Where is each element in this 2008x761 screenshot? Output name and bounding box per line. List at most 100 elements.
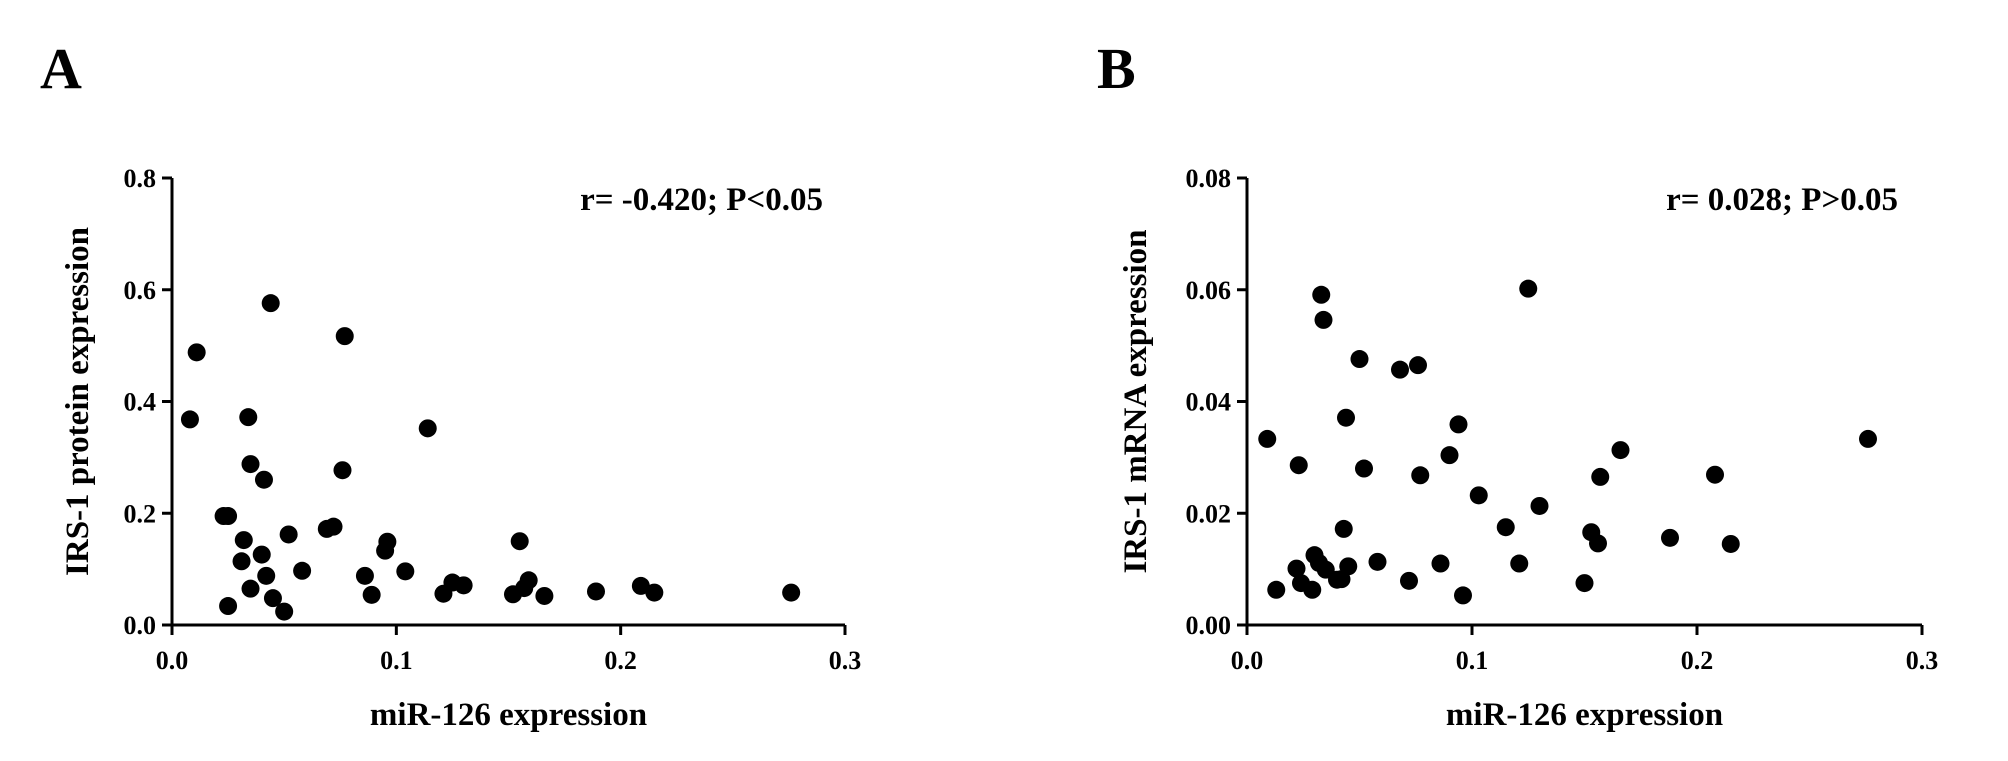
- panel-a-correlation-annotation: r= -0.420; P<0.05: [580, 182, 823, 218]
- data-point: [1591, 467, 1610, 486]
- data-point: [187, 343, 206, 362]
- y-tick-label: 0.0: [124, 611, 157, 640]
- data-point: [396, 562, 415, 581]
- data-point: [535, 586, 554, 605]
- data-point: [261, 294, 280, 313]
- y-tick-label: 0.04: [1186, 388, 1232, 417]
- data-point: [1510, 554, 1529, 573]
- x-tick-label: 0.1: [1456, 646, 1489, 675]
- data-point: [263, 589, 282, 608]
- data-point: [418, 419, 437, 438]
- x-tick-label: 0.2: [1681, 646, 1714, 675]
- data-point: [335, 327, 354, 346]
- data-point: [1312, 285, 1331, 304]
- data-point: [324, 517, 343, 536]
- data-point: [293, 561, 312, 580]
- y-tick-label: 0.8: [124, 164, 157, 193]
- panel-b-y-axis-title: IRS-1 mRNA expression: [1118, 229, 1154, 573]
- panel-b-scatter: B IRS-1 mRNA expression miR-126 expressi…: [1097, 36, 1938, 733]
- data-point: [275, 602, 294, 621]
- data-point: [239, 408, 258, 427]
- panel-b-letter: B: [1097, 36, 1136, 101]
- data-point: [1411, 466, 1430, 485]
- panel-b-ticks: 0.00 0.02 0.04 0.06 0.08 0.0 0.1 0.2 0.3: [1186, 164, 1939, 675]
- data-point: [279, 525, 298, 544]
- data-point: [1589, 534, 1607, 553]
- data-point: [1496, 518, 1515, 537]
- data-point: [1706, 465, 1724, 484]
- x-tick-label: 0.3: [1906, 646, 1939, 675]
- data-point: [355, 566, 374, 585]
- data-point: [1409, 356, 1427, 375]
- data-point: [1721, 534, 1740, 553]
- panel-b-correlation-annotation: r= 0.028; P>0.05: [1666, 182, 1898, 218]
- panel-a-axes: [170, 178, 845, 627]
- data-point: [1530, 496, 1549, 515]
- data-point: [1334, 519, 1353, 538]
- data-point: [782, 583, 801, 602]
- data-point: [241, 579, 260, 598]
- data-point: [1519, 279, 1538, 298]
- x-tick-label: 0.2: [604, 646, 637, 675]
- y-tick-label: 0.08: [1186, 164, 1232, 193]
- x-tick-label: 0.0: [156, 646, 189, 675]
- data-point: [1611, 441, 1630, 460]
- data-point: [1440, 446, 1459, 465]
- data-point: [510, 532, 529, 551]
- data-point: [1339, 557, 1358, 576]
- data-point: [180, 410, 199, 429]
- y-tick-label: 0.2: [124, 499, 157, 528]
- data-point: [1267, 580, 1286, 599]
- y-tick-label: 0.00: [1186, 611, 1232, 640]
- data-point: [1350, 350, 1369, 369]
- data-point: [219, 597, 238, 616]
- x-tick-label: 0.1: [380, 646, 413, 675]
- data-point: [252, 545, 271, 564]
- data-point: [333, 461, 352, 480]
- data-point: [1859, 429, 1877, 448]
- data-point: [1661, 528, 1679, 547]
- data-point: [1287, 559, 1306, 578]
- data-point: [241, 455, 260, 474]
- data-point: [219, 507, 238, 526]
- data-point: [645, 583, 664, 602]
- data-point: [1337, 408, 1355, 427]
- data-point: [378, 532, 397, 551]
- data-point: [1469, 486, 1488, 505]
- panel-a-points: [180, 294, 801, 621]
- panel-a-y-axis-title: IRS-1 protein expression: [60, 227, 96, 576]
- panel-a-ticks: 0.0 0.2 0.4 0.6 0.8 0.0 0.1 0.2 0.3: [124, 164, 862, 675]
- data-point: [1289, 456, 1308, 475]
- data-point: [232, 552, 251, 571]
- data-point: [1431, 554, 1450, 573]
- data-point: [1454, 586, 1472, 605]
- data-point: [1449, 415, 1468, 434]
- data-point: [234, 531, 253, 550]
- panel-b-x-axis-title: miR-126 expression: [1446, 697, 1723, 733]
- data-point: [257, 566, 276, 585]
- data-point: [1368, 552, 1387, 571]
- panel-a-scatter: A IRS-1 protein expression miR-126 expre…: [40, 36, 861, 733]
- panel-b-points: [1258, 279, 1877, 605]
- data-point: [1314, 310, 1333, 329]
- data-point: [519, 571, 538, 590]
- data-point: [362, 585, 381, 604]
- data-point: [1575, 574, 1594, 593]
- data-point: [1355, 459, 1373, 478]
- data-point: [254, 470, 273, 489]
- y-tick-label: 0.06: [1186, 276, 1232, 305]
- y-tick-label: 0.4: [124, 388, 157, 417]
- panel-a-x-axis-title: miR-126 expression: [370, 697, 647, 733]
- data-point: [1400, 571, 1418, 590]
- y-tick-label: 0.6: [124, 276, 157, 305]
- x-tick-label: 0.0: [1231, 646, 1264, 675]
- data-point: [454, 576, 473, 595]
- data-point: [1391, 360, 1409, 379]
- data-point: [631, 576, 650, 595]
- panel-a-letter: A: [40, 36, 82, 101]
- y-tick-label: 0.02: [1186, 499, 1232, 528]
- data-point: [1303, 580, 1322, 599]
- x-tick-label: 0.3: [829, 646, 862, 675]
- data-point: [586, 582, 605, 601]
